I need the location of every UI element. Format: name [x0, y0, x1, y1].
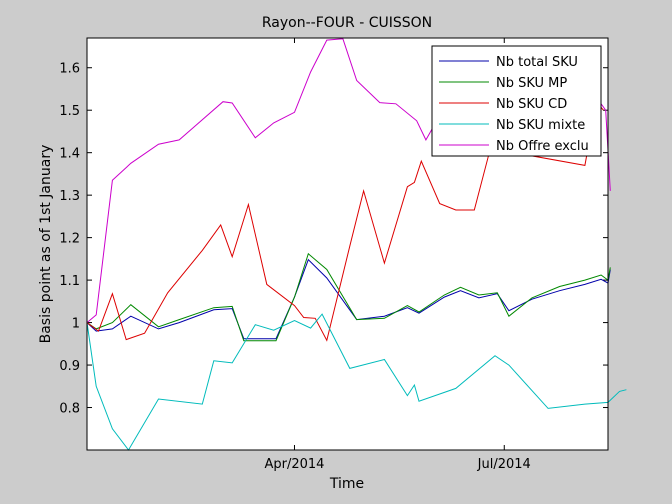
legend-label: Nb Offre exclu: [496, 139, 589, 154]
series-line-nb-sku-cd: [86, 100, 604, 342]
legend-label: Nb SKU MP: [496, 76, 567, 91]
y-tick-label: 1: [72, 317, 80, 332]
series-line-nb-total-sku: [86, 258, 611, 340]
plot-frame: [86, 37, 609, 451]
y-tick-label: 1.1: [59, 274, 80, 289]
y-tick-label: 1.2: [59, 232, 80, 247]
y-ticks: 0.8 0.9 1 1.1 1.2 1.3 1.4 1.5 1.6: [59, 62, 608, 417]
y-tick-label: 1.4: [59, 147, 80, 162]
y-tick-label: 1.6: [59, 62, 80, 77]
y-tick-label: 1.5: [59, 104, 80, 119]
x-ticks: Apr/2014 Jul/2014: [264, 38, 531, 472]
y-tick-label: 0.9: [59, 359, 80, 374]
legend-label: Nb total SKU: [496, 55, 578, 70]
y-axis-label: Basis point as of 1st January: [38, 145, 54, 344]
x-tick-label: Apr/2014: [264, 457, 324, 472]
x-tick-label: Jul/2014: [477, 457, 531, 472]
legend-label: Nb SKU mixte: [496, 118, 585, 133]
legend: Nb total SKU Nb SKU MP Nb SKU CD Nb SKU mix…: [431, 45, 602, 157]
chart-title: Rayon--FOUR - CUISSON: [262, 15, 432, 31]
y-tick-label: 1.3: [59, 189, 80, 204]
x-axis-label: Time: [329, 476, 364, 492]
legend-box: [431, 45, 602, 157]
series-line-nb-sku-mp: [86, 252, 611, 342]
series-line-nb-sku-mixte: [86, 313, 627, 451]
legend-label: Nb SKU CD: [496, 97, 567, 112]
y-tick-label: 0.8: [59, 402, 80, 417]
